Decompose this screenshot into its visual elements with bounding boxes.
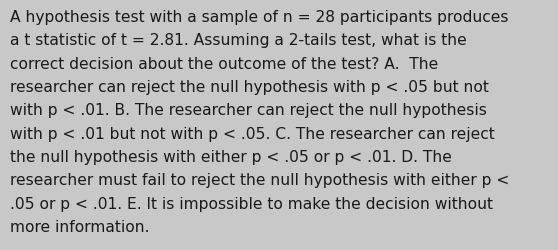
Text: .05 or p < .01. E. It is impossible to make the decision without: .05 or p < .01. E. It is impossible to m… — [10, 196, 493, 211]
Text: with p < .01. B. The researcher can reject the null hypothesis: with p < .01. B. The researcher can reje… — [10, 103, 487, 118]
Text: correct decision about the outcome of the test? A.  The: correct decision about the outcome of th… — [10, 56, 438, 72]
Text: more information.: more information. — [10, 219, 150, 234]
Text: with p < .01 but not with p < .05. C. The researcher can reject: with p < .01 but not with p < .05. C. Th… — [10, 126, 495, 141]
Text: a t statistic of t = 2.81. Assuming a 2-tails test, what is the: a t statistic of t = 2.81. Assuming a 2-… — [10, 33, 467, 48]
Text: the null hypothesis with either p < .05 or p < .01. D. The: the null hypothesis with either p < .05 … — [10, 150, 452, 164]
Text: researcher must fail to reject the null hypothesis with either p <: researcher must fail to reject the null … — [10, 173, 509, 188]
Text: researcher can reject the null hypothesis with p < .05 but not: researcher can reject the null hypothesi… — [10, 80, 489, 95]
Text: A hypothesis test with a sample of n = 28 participants produces: A hypothesis test with a sample of n = 2… — [10, 10, 508, 25]
